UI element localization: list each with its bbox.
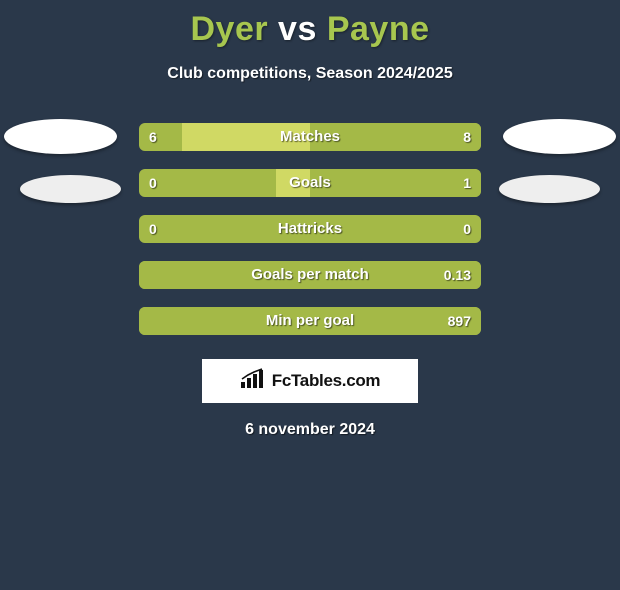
stat-fill-left: [276, 215, 310, 243]
stat-row: Hattricks00: [0, 205, 620, 251]
stat-rows: Matches68 Goals01 Hattricks00 Goals per mat…: [0, 113, 620, 343]
stat-fill-left: [139, 261, 310, 289]
title-player1: Dyer: [190, 10, 268, 48]
stat-fill-right: [310, 215, 344, 243]
stat-fill-right: [310, 307, 481, 335]
stat-row: Matches68: [0, 113, 620, 159]
stat-row: Goals01: [0, 159, 620, 205]
page-title: Dyer vs Payne: [0, 10, 620, 49]
footer-date: 6 november 2024: [0, 421, 620, 439]
stat-row: Goals per match0.13: [0, 251, 620, 297]
stat-fill-right: [310, 169, 481, 197]
subtitle: Club competitions, Season 2024/2025: [0, 65, 620, 83]
stat-fill-left: [139, 307, 310, 335]
brand-box[interactable]: FcTables.com: [202, 359, 418, 403]
stat-fill-left: [182, 123, 310, 151]
stat-fill-right: [310, 123, 481, 151]
stat-bar: Goals01: [139, 169, 481, 197]
stat-bar: Matches68: [139, 123, 481, 151]
title-player2: Payne: [327, 10, 430, 48]
stat-fill-right: [310, 261, 481, 289]
stat-bar: Hattricks00: [139, 215, 481, 243]
stat-bar: Goals per match0.13: [139, 261, 481, 289]
stat-bar: Min per goal897: [139, 307, 481, 335]
stat-row: Min per goal897: [0, 297, 620, 343]
title-vs: vs: [278, 10, 317, 48]
bar-chart-icon: [240, 368, 266, 395]
stat-fill-left: [276, 169, 310, 197]
brand-text: FcTables.com: [272, 371, 381, 391]
